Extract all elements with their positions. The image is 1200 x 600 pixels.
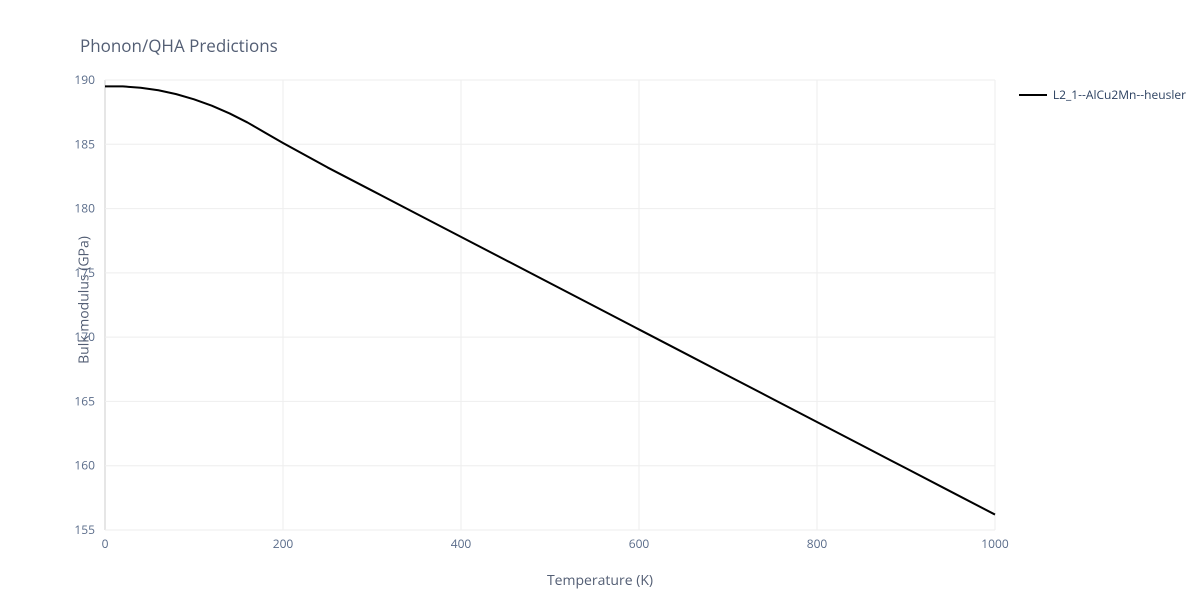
x-axis-label-text: Temperature (K) [547, 571, 653, 590]
svg-text:400: 400 [451, 535, 472, 552]
chart-container: Phonon/QHA Predictions Bulk modulus (GPa… [0, 0, 1200, 600]
svg-text:800: 800 [807, 535, 828, 552]
legend[interactable]: L2_1--AlCu2Mn--heusler [1019, 86, 1186, 103]
svg-text:200: 200 [273, 535, 294, 552]
svg-text:600: 600 [629, 535, 650, 552]
svg-text:185: 185 [74, 135, 95, 152]
svg-text:155: 155 [74, 521, 95, 538]
svg-text:0: 0 [102, 535, 109, 552]
y-axis-label: Bulk modulus (GPa) [74, 236, 93, 364]
legend-swatch [1019, 94, 1047, 96]
legend-label: L2_1--AlCu2Mn--heusler [1053, 86, 1186, 103]
svg-text:160: 160 [74, 457, 95, 474]
svg-text:165: 165 [74, 392, 95, 409]
x-axis-label: Temperature (K) [0, 571, 1200, 590]
chart-title: Phonon/QHA Predictions [80, 34, 278, 57]
svg-text:1000: 1000 [981, 535, 1009, 552]
svg-text:190: 190 [74, 71, 95, 88]
svg-text:180: 180 [74, 200, 95, 217]
